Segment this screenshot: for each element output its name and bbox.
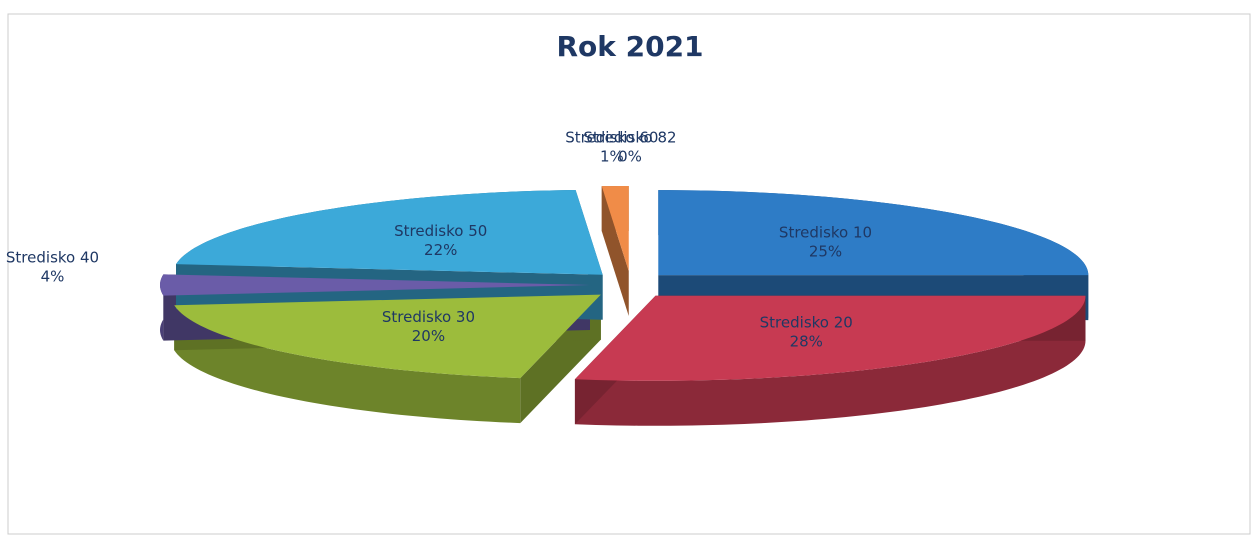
data-label-name: Stredisko 50 — [394, 222, 487, 240]
data-label-name: Stredisko 30 — [382, 308, 475, 326]
data-label-name: Stredisko 60 — [565, 128, 658, 146]
data-label-value: 1% — [600, 147, 624, 165]
slice — [658, 190, 1089, 276]
data-label-value: 4% — [41, 268, 65, 286]
slice — [160, 274, 590, 296]
slice-side — [574, 295, 1086, 426]
data-label-name: Stredisko 20 — [760, 313, 853, 331]
chart-title: Rok 2021 — [556, 30, 703, 63]
slice-tops — [160, 186, 1089, 381]
data-label-name: Stredisko 10 — [779, 224, 872, 242]
slice — [601, 186, 629, 272]
slice — [174, 294, 601, 379]
data-label-value: 28% — [790, 332, 823, 350]
data-label-name: Stredisko 82 — [583, 128, 676, 146]
data-label-value: 25% — [809, 243, 842, 261]
data-label-value: 0% — [618, 147, 642, 165]
slice — [574, 295, 1086, 381]
data-label-value: 20% — [412, 327, 445, 345]
data-label-name: Stredisko 40 — [6, 249, 99, 267]
data-label-value: 22% — [424, 241, 457, 259]
slice-edge — [601, 186, 629, 317]
slice-side — [174, 305, 521, 424]
slice — [176, 189, 603, 275]
